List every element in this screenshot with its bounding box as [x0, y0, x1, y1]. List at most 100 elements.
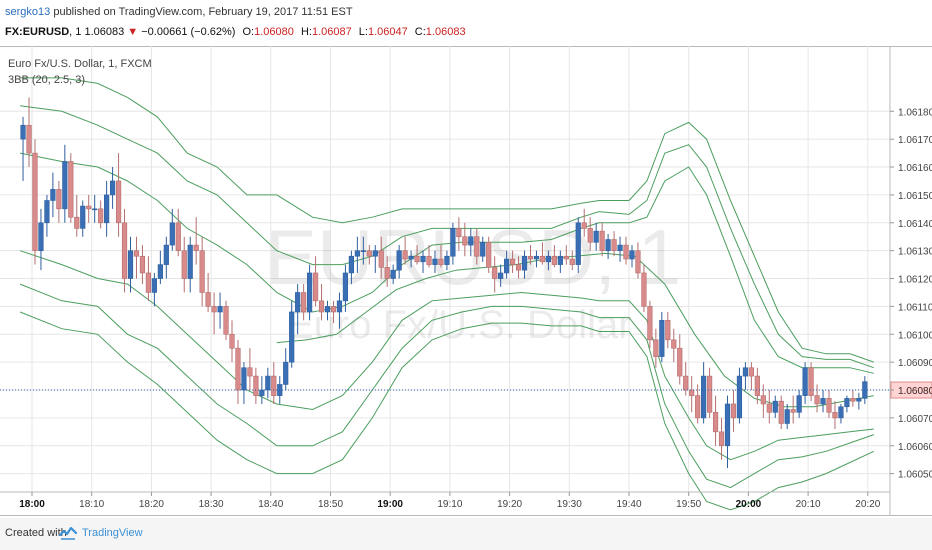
candle-body [438, 258, 444, 265]
candle-body [706, 375, 713, 413]
candle-up [820, 390, 826, 413]
candle-body [581, 222, 587, 229]
indicator-label[interactable]: 3BB (20, 2.5, 3) [8, 74, 86, 86]
x-tick-label: 18:10 [79, 499, 104, 510]
candle-body [139, 255, 146, 274]
candle-down [677, 334, 683, 385]
candle-body [784, 409, 790, 424]
candle-down [98, 200, 104, 229]
x-tick-label: 19:50 [676, 499, 701, 510]
candle-down [223, 300, 229, 340]
candle-down [247, 348, 253, 391]
candle-down [86, 194, 92, 223]
candle-body [504, 258, 510, 274]
candle-up [104, 180, 110, 237]
candle-body [26, 124, 32, 154]
x-tick-label: 19:00 [377, 499, 403, 510]
candle-body [641, 272, 647, 307]
candlestick-chart[interactable]: EURUSD, 1 Euro Fx/U.S. Dollar 1.06080 1.… [0, 46, 932, 516]
candle-body [38, 222, 44, 251]
candle-body [151, 278, 157, 293]
candle-body [450, 228, 456, 257]
candle-body [127, 250, 134, 279]
candle-body [498, 272, 504, 279]
candle-up [736, 367, 743, 424]
candle-body [808, 367, 814, 396]
candle-down [26, 97, 32, 168]
candle-down [754, 367, 760, 404]
candle-up [44, 194, 50, 237]
candle-down [695, 384, 701, 424]
low-value: 1.06047 [367, 26, 408, 38]
candle-body [527, 255, 534, 260]
candle-body [265, 375, 271, 391]
candle-up [724, 395, 731, 469]
candle-down [312, 256, 319, 307]
chart-frame [0, 46, 932, 516]
band-line-bb-2-upper [20, 105, 874, 369]
candle-body [44, 200, 50, 224]
candle-body [790, 409, 796, 413]
candle-up [169, 208, 175, 251]
candle-up [348, 250, 354, 285]
candle-body [754, 375, 760, 396]
candle-body [599, 230, 605, 251]
candle-up [533, 250, 540, 268]
candle-down [790, 395, 796, 424]
candle-body [109, 180, 116, 196]
candle-body [330, 306, 337, 313]
watermark-symbol: EURUSD, 1 [265, 213, 681, 301]
candle-up [701, 362, 707, 424]
candle-up [617, 236, 623, 262]
time-axis[interactable]: 18:00 18:10 18:20 18:30 18:40 18:50 19:00 19:10… [19, 492, 881, 510]
tradingview-brand[interactable]: TradingView [82, 527, 143, 539]
candle-body [211, 306, 217, 313]
candle-down [766, 390, 772, 424]
x-tick-label: 19:40 [616, 499, 641, 510]
candle-down [539, 242, 546, 265]
candle-body [241, 367, 247, 391]
candle-up [336, 292, 343, 329]
candle-body [247, 367, 253, 377]
candle-up [283, 348, 289, 391]
candle-up [498, 264, 504, 287]
candle-body [259, 389, 265, 396]
candle-down [193, 217, 199, 265]
y-tick-label: 1.06160 [898, 163, 932, 174]
y-tick-label: 1.06090 [898, 358, 932, 369]
candle-up [360, 236, 366, 265]
candle-up [38, 208, 44, 271]
candle-down [414, 245, 420, 265]
candle-body [169, 222, 175, 246]
candle-body [486, 241, 492, 268]
candle-up [390, 264, 396, 285]
chart-header: sergko13 published on TradingView.com, F… [0, 0, 932, 46]
candle-up [504, 250, 510, 279]
candle-body [32, 152, 38, 251]
candle-up [163, 236, 169, 279]
candle-up [217, 292, 223, 329]
candle-body [521, 255, 528, 271]
x-tick-label: 18:20 [139, 499, 164, 510]
candle-body [396, 250, 402, 271]
candle-body [611, 239, 617, 251]
tradingview-logo-icon[interactable] [58, 522, 78, 542]
candle-down [115, 153, 122, 237]
close-value: 1.06083 [425, 26, 466, 38]
candle-body [539, 255, 546, 263]
candle-down [456, 217, 462, 251]
candle-body [50, 189, 56, 201]
open-label: O: [242, 26, 255, 38]
candle-down [730, 390, 737, 432]
candle-body [605, 239, 611, 251]
candle-down [426, 245, 432, 268]
candle-body [301, 292, 307, 313]
candle-body [157, 264, 163, 279]
candle-up [187, 236, 193, 293]
price-axis[interactable]: 1.06180 1.06170 1.06160 1.06150 1.06140 1.061… [890, 107, 932, 481]
candle-body [778, 400, 784, 424]
author-link[interactable]: sergko13 [5, 6, 51, 18]
band-line-bb-1-5-lower [19, 250, 874, 461]
candle-down [635, 242, 641, 279]
candle-body [62, 161, 68, 210]
